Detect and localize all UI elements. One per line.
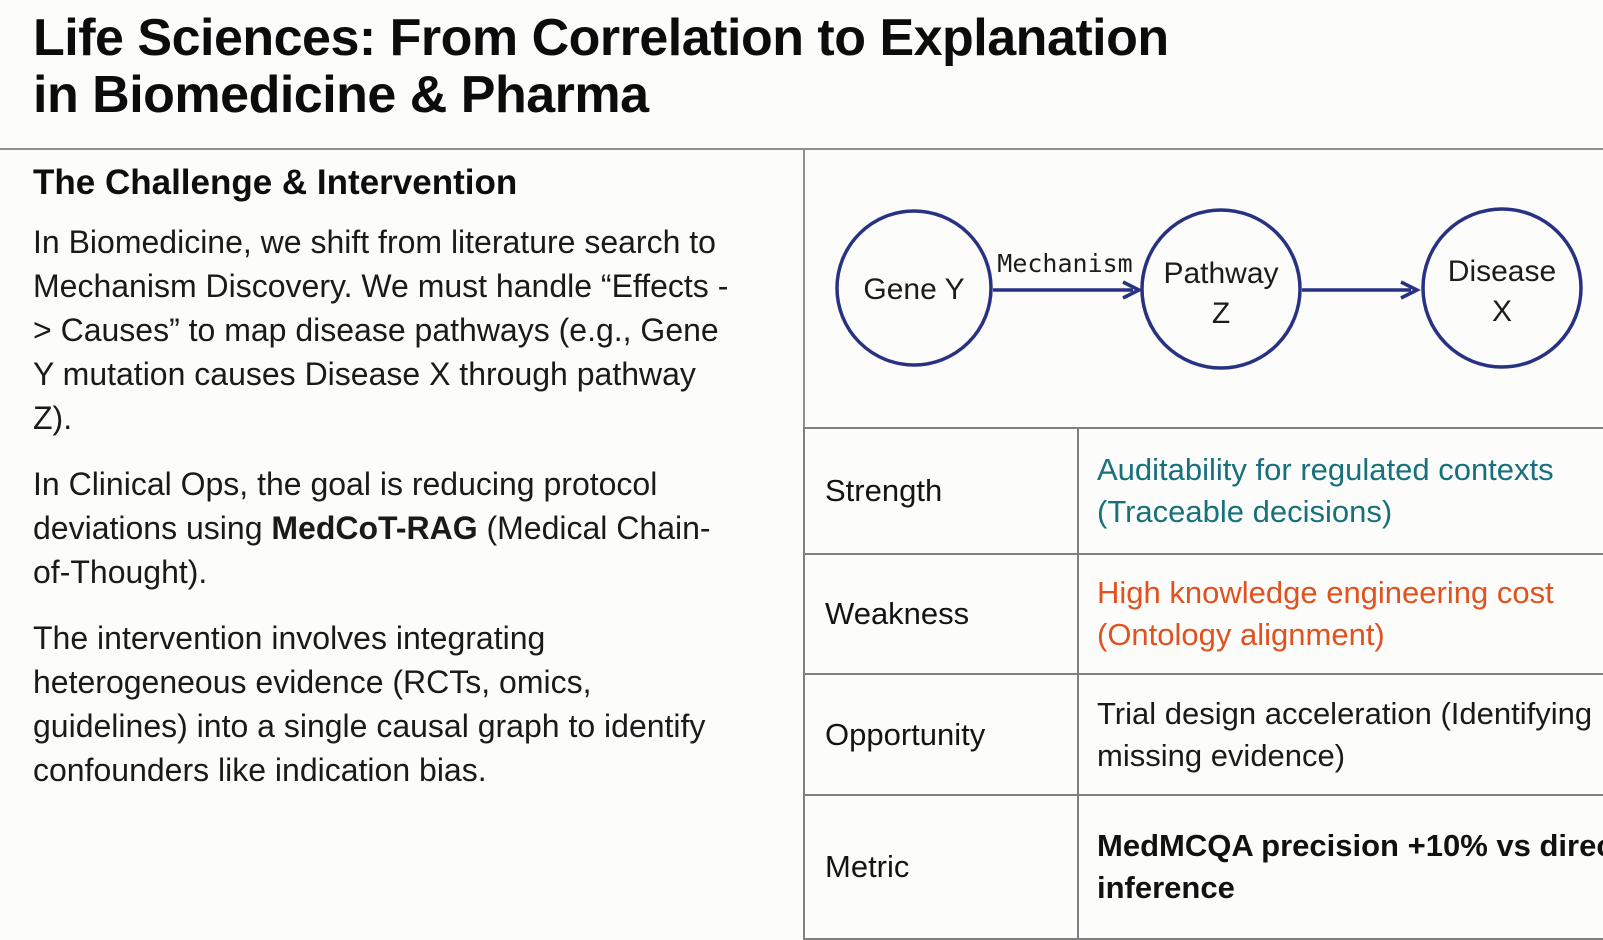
table-row-strength: Strength Auditability for regulated cont…	[803, 427, 1603, 555]
page-title-line-2: in Biomedicine & Pharma	[33, 66, 649, 124]
row-value-weakness: High knowledge engineering cost (Ontolog…	[1077, 553, 1603, 675]
paragraph-clinical-ops-post: (Medical Chain-of-Thought).	[33, 510, 711, 590]
paragraph-clinical-ops: In Clinical Ops, the goal is reducing pr…	[33, 462, 733, 594]
swot-table: Strength Auditability for regulated cont…	[803, 427, 1603, 940]
table-row-metric: Metric MedMCQA precision +10% vs direct …	[803, 794, 1603, 940]
node-disease-x-circle	[1421, 207, 1583, 369]
arrow-right-icon	[1400, 280, 1421, 300]
node-pathway-z-circle	[1140, 208, 1302, 370]
medcot-rag-term: MedCoT-RAG	[271, 510, 478, 546]
paragraph-biomedicine: In Biomedicine, we shift from literature…	[33, 224, 729, 436]
row-value-strength: Auditability for regulated contexts (Tra…	[1077, 427, 1603, 555]
row-label-weakness: Weakness	[803, 553, 1079, 675]
page-header: Life Sciences: From Correlation to Expla…	[0, 0, 1603, 150]
challenge-panel: The Challenge & Intervention In Biomedic…	[0, 150, 805, 855]
node-label-disease-x: X	[1492, 295, 1512, 328]
node-label-gene-y: Gene Y	[863, 273, 964, 306]
node-label-pathway: Pathway	[1163, 257, 1278, 290]
section-heading: The Challenge & Intervention	[33, 163, 518, 202]
table-row-weakness: Weakness High knowledge engineering cost…	[803, 553, 1603, 675]
node-gene-y-circle	[835, 209, 993, 367]
node-label-disease: Disease	[1448, 255, 1556, 288]
table-row-opportunity: Opportunity Trial design acceleration (I…	[803, 673, 1603, 796]
causal-graph-svg: Mechanism Gene Y Pathway Z Disease X	[835, 207, 1583, 370]
node-label-pathway-z: Z	[1212, 297, 1230, 330]
row-value-opportunity: Trial design acceleration (Identifying m…	[1077, 673, 1603, 796]
content-columns: The Challenge & Intervention In Biomedic…	[0, 150, 1603, 940]
row-label-strength: Strength	[803, 427, 1079, 555]
arrow-right-icon	[1122, 280, 1143, 300]
causal-graph-diagram: Mechanism Gene Y Pathway Z Disease X	[805, 150, 1601, 427]
paragraph-clinical-ops-pre: In Clinical Ops, the goal is reducing pr…	[33, 466, 658, 546]
row-label-metric: Metric	[803, 794, 1079, 940]
row-label-opportunity: Opportunity	[803, 673, 1079, 796]
diagram-and-table-panel: Mechanism Gene Y Pathway Z Disease X Str…	[803, 150, 1603, 940]
paragraph-intervention: The intervention involves integrating he…	[33, 620, 706, 788]
page-title-line-1: Life Sciences: From Correlation to Expla…	[33, 9, 1169, 67]
row-value-metric: MedMCQA precision +10% vs direct inferen…	[1077, 794, 1603, 940]
edge-label-mechanism: Mechanism	[997, 249, 1132, 278]
